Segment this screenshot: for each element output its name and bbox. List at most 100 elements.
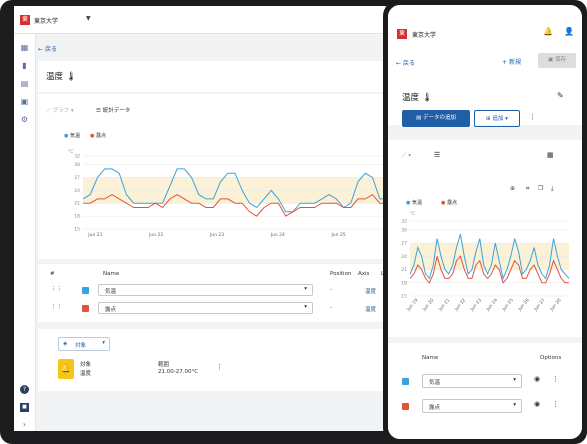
eye-icon[interactable]: ◉ bbox=[534, 400, 541, 408]
y-tick-label: 24 bbox=[74, 188, 80, 194]
thermometer-icon: 🌡 bbox=[65, 72, 77, 82]
x-tick-label: Jun 26 bbox=[516, 297, 530, 313]
target-icon: ◈ bbox=[63, 341, 68, 347]
back-link[interactable]: ← 戻る bbox=[396, 58, 415, 67]
new-label: 新規 bbox=[508, 59, 521, 66]
download-icon[interactable]: ⤓ bbox=[551, 185, 554, 192]
dashboard-icon[interactable]: ▦ bbox=[20, 43, 29, 52]
page-title: 温度 🌡 bbox=[46, 70, 77, 82]
eye-icon[interactable]: ◉ bbox=[534, 375, 541, 383]
series-line bbox=[409, 234, 570, 281]
bar-chart-icon[interactable]: ▮ bbox=[22, 61, 27, 70]
x-tick-label: Jun 19 bbox=[405, 297, 419, 313]
phone-screen: 東 東京大学 🔔 👤 ← 戻る + 新規 ▣ 保存 温度 🌡 ✎ ▤ データの追… bbox=[388, 5, 582, 439]
plus-icon: + bbox=[502, 59, 508, 66]
legend-item[interactable]: ● 気温 bbox=[406, 199, 422, 206]
line-chart-icon[interactable]: ⟋ ▾ bbox=[402, 152, 412, 159]
user-icon[interactable]: ■ bbox=[20, 403, 29, 412]
legend-label: 気温 bbox=[69, 133, 80, 139]
legend-item[interactable]: ● 露点 bbox=[441, 199, 457, 206]
line-chart-icon: ⟋ bbox=[47, 108, 51, 114]
y-axis-unit: °C bbox=[410, 212, 416, 217]
add-data-button[interactable]: ▤ データの追加 bbox=[402, 110, 470, 127]
tablet-line-chart: 32 30 27 24 21 18 15 Jun 21 Jun 22 Jun 23 Jun 24 Ju… bbox=[74, 154, 387, 238]
drag-handle-icon[interactable]: ⋮⋮ bbox=[51, 286, 62, 292]
save-button[interactable]: ▣ 保存 bbox=[538, 53, 576, 68]
thermometer-icon: 🌡 bbox=[421, 93, 433, 103]
stats-label: 統計データ bbox=[102, 108, 131, 114]
y-axis-unit: °C bbox=[68, 150, 74, 155]
axis-link[interactable]: 温度 bbox=[365, 289, 377, 295]
back-link[interactable]: ← 戻る bbox=[38, 44, 57, 53]
series-line bbox=[82, 168, 387, 213]
target-label: 対象 bbox=[80, 362, 92, 368]
gear-icon[interactable]: ⚙ bbox=[20, 115, 29, 124]
y-tick-label: 32 bbox=[401, 219, 407, 225]
phone-device: 東 東京大学 🔔 👤 ← 戻る + 新規 ▣ 保存 温度 🌡 ✎ ▤ データの追… bbox=[383, 0, 587, 444]
drag-handle-icon[interactable]: ⋮⋮ bbox=[51, 304, 62, 310]
legend-label: 露点 bbox=[95, 133, 106, 139]
caret-down-icon: ▾ bbox=[304, 286, 307, 292]
more-vert-icon[interactable]: ⋮ bbox=[552, 400, 559, 408]
top-bar: 東 東京大学 ▼ bbox=[14, 6, 387, 34]
copy-icon[interactable]: ❐ bbox=[538, 185, 544, 192]
axis-link[interactable]: 温度 bbox=[365, 307, 377, 313]
chevron-down-icon[interactable]: ▼ bbox=[86, 15, 91, 22]
add-label: 追加 bbox=[492, 116, 504, 122]
bell-icon[interactable]: 🔔 bbox=[543, 27, 553, 36]
legend-item[interactable]: ● 気温 bbox=[64, 132, 80, 139]
more-vert-icon[interactable]: ⋮ bbox=[552, 375, 559, 383]
series-select[interactable]: 露点 ▾ bbox=[422, 399, 522, 413]
add-button[interactable]: ⊞ 追加 ▾ bbox=[474, 110, 520, 127]
help-icon[interactable]: ? bbox=[20, 385, 29, 394]
x-tick-label: Jun 22 bbox=[148, 232, 163, 238]
legend-marker: ● bbox=[441, 200, 446, 206]
new-button[interactable]: + 新規 bbox=[502, 57, 521, 66]
x-tick-label: Jun 24 bbox=[485, 297, 499, 313]
crosshair-icon[interactable]: ⊕ bbox=[510, 185, 516, 192]
color-swatch[interactable] bbox=[402, 403, 409, 410]
app-logo: 東 bbox=[20, 15, 30, 25]
edit-icon[interactable]: ✎ bbox=[557, 91, 564, 100]
legend-item[interactable]: ● 露点 bbox=[90, 132, 106, 139]
x-tick-label: Jun 28 bbox=[548, 297, 562, 313]
series-select[interactable]: 露点 ▾ bbox=[98, 302, 313, 314]
expand-icon[interactable]: › bbox=[22, 420, 27, 429]
document-icon[interactable]: ▤ bbox=[20, 79, 29, 88]
main-content: ← 戻る 温度 🌡 ⟋ グラフ ▾ ☰ 統計データ ● 気温 ● 露点 °C 3… bbox=[38, 34, 387, 431]
organization-name: 東京大学 bbox=[412, 32, 437, 39]
calculator-icon[interactable]: ▣ bbox=[20, 97, 29, 106]
x-tick-label: Jun 22 bbox=[453, 297, 467, 313]
target-card: ◈ 対象 ▾ 🔔 対象 温度 範囲 21.00-27.00°C ⋮ bbox=[38, 329, 387, 391]
title-card: 温度 🌡 bbox=[38, 61, 387, 92]
col-name: Name bbox=[103, 271, 120, 277]
legend-marker: ● bbox=[64, 133, 69, 139]
y-tick-label: 21 bbox=[401, 267, 407, 273]
range-label: 範囲 bbox=[158, 362, 170, 368]
more-vert-icon[interactable]: ⋮ bbox=[529, 113, 536, 121]
series-select[interactable]: 気温 ▾ bbox=[422, 374, 522, 388]
color-swatch[interactable] bbox=[402, 378, 409, 385]
calendar-icon[interactable]: ▦ bbox=[547, 151, 554, 159]
color-swatch[interactable] bbox=[82, 305, 89, 312]
caret-down-icon: ▾ bbox=[304, 304, 307, 310]
more-vert-icon[interactable]: ⋮ bbox=[216, 363, 223, 371]
sliders-icon[interactable]: ☰ bbox=[434, 151, 441, 159]
color-swatch[interactable] bbox=[82, 287, 89, 294]
page-title: 温度 🌡 bbox=[402, 91, 433, 103]
target-button[interactable]: ◈ 対象 ▾ bbox=[58, 337, 110, 351]
y-tick-label: 30 bbox=[74, 162, 80, 168]
graph-label: グラフ bbox=[52, 108, 70, 114]
account-icon[interactable]: 👤 bbox=[564, 27, 574, 36]
grid-add-icon: ⊞ bbox=[486, 116, 491, 122]
stats-button[interactable]: ☰ 統計データ bbox=[96, 106, 130, 114]
crop-icon[interactable]: ⌗ bbox=[526, 185, 530, 192]
col-index: # bbox=[50, 271, 55, 277]
x-tick-label: Jun 24 bbox=[270, 232, 285, 238]
series-select[interactable]: 気温 ▾ bbox=[98, 284, 313, 296]
series-line bbox=[83, 193, 387, 217]
sliders-icon: ☰ bbox=[96, 108, 101, 114]
tablet-screen: 東 東京大学 ▼ ▦ ▮ ▤ ▣ ⚙ ? ■ › ← 戻る 温度 🌡 ⟋ グラフ… bbox=[14, 6, 387, 431]
graph-type-select[interactable]: ⟋ グラフ ▾ bbox=[47, 108, 74, 114]
